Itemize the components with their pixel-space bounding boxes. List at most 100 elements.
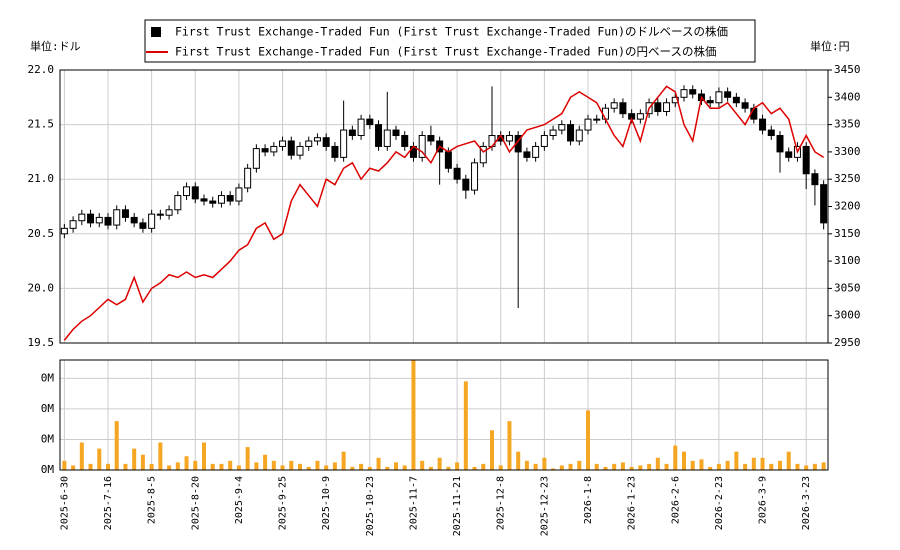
candle-body xyxy=(60,227,68,235)
volume-bar xyxy=(682,451,686,470)
candle-body xyxy=(148,213,156,229)
volume-bar xyxy=(236,465,241,470)
volume-bar xyxy=(586,410,590,470)
volume-bar xyxy=(428,466,433,470)
candle-body xyxy=(453,167,461,180)
candle-body xyxy=(366,118,374,126)
candle-body xyxy=(567,124,575,142)
y-tick-label: 20.0 xyxy=(28,281,55,294)
y2-tick-label: 3450 xyxy=(834,63,861,76)
volume-bar xyxy=(219,463,224,470)
candle-body xyxy=(69,220,77,229)
candle-body xyxy=(217,195,225,204)
y2-tick-label: 3350 xyxy=(834,118,861,131)
volume-bar xyxy=(769,463,774,470)
candle-body xyxy=(331,145,339,158)
candle-body xyxy=(444,151,452,169)
y2-tick-label: 3300 xyxy=(834,145,861,158)
volume-bar xyxy=(612,463,617,470)
volume-bar xyxy=(411,360,416,470)
x-tick-label: 2025-11-21 xyxy=(452,476,463,536)
candle-body xyxy=(741,102,749,109)
candle-body xyxy=(121,209,129,218)
candle-body xyxy=(156,213,164,216)
candle-body xyxy=(200,198,208,202)
y-tick-label: 20.5 xyxy=(28,227,55,240)
volume-bar xyxy=(533,463,538,470)
candle-body xyxy=(244,167,252,189)
x-tick-label: 2025-11-7 xyxy=(408,476,419,530)
volume-tick-label: 0M xyxy=(41,463,55,476)
x-tick-label: 2025-6-30 xyxy=(59,476,70,530)
volume-bar xyxy=(647,463,652,470)
candle-body xyxy=(532,145,540,158)
volume-bar xyxy=(804,465,809,470)
legend-label: First Trust Exchange-Traded Fun (First T… xyxy=(175,45,716,59)
volume-bar xyxy=(350,466,355,470)
plot-area xyxy=(60,70,828,343)
price-line xyxy=(63,85,825,341)
x-tick-label: 2025-9-25 xyxy=(278,476,289,530)
volume-frame xyxy=(59,359,829,471)
volume-bar xyxy=(184,456,189,470)
x-tick-label: 2025-12-23 xyxy=(539,476,550,536)
candle-body xyxy=(174,195,182,211)
candle-body xyxy=(235,187,243,202)
candle-body xyxy=(305,140,313,147)
volume-bar xyxy=(106,463,110,470)
candle-body xyxy=(785,151,793,158)
x-tick-label: 2026-2-6 xyxy=(670,476,681,524)
candle-body xyxy=(654,102,662,112)
volume-bar xyxy=(193,460,198,470)
candle-body xyxy=(322,137,330,147)
volume-bar xyxy=(812,463,817,470)
volume-bar xyxy=(315,460,320,470)
candle-body xyxy=(715,91,723,104)
candle-body xyxy=(279,140,287,147)
candle-body xyxy=(575,129,583,142)
volume-bar xyxy=(559,465,564,470)
volume-bar xyxy=(420,460,425,470)
volume-bar xyxy=(524,460,529,470)
volume-bar xyxy=(481,463,486,470)
candle-body xyxy=(619,102,627,115)
volume-bar xyxy=(71,465,76,470)
volume-area xyxy=(60,360,828,470)
volume-bar xyxy=(158,442,163,470)
volume-bar xyxy=(367,466,372,470)
volume-bar xyxy=(289,460,294,470)
x-tick-label: 2025-10-23 xyxy=(365,476,376,536)
volume-tick-label: 0M xyxy=(41,432,55,445)
volume-bar xyxy=(786,451,791,470)
volume-bar xyxy=(690,460,695,470)
volume-bar xyxy=(795,463,800,470)
volume-bar xyxy=(446,466,451,470)
y2-tick-label: 3150 xyxy=(834,227,861,240)
candle-body xyxy=(139,222,147,229)
y-tick-label: 21.5 xyxy=(28,118,55,131)
volume-bar xyxy=(132,448,137,470)
candle-body xyxy=(724,91,732,98)
candle-body xyxy=(78,213,86,222)
volume-tick-label: 0M xyxy=(41,371,55,384)
x-tick-label: 2025-9-4 xyxy=(234,476,245,524)
candle-body xyxy=(226,195,234,202)
y2-tick-label: 3100 xyxy=(834,254,861,267)
candle-body xyxy=(610,102,618,109)
y-tick-label: 22.0 xyxy=(28,63,55,76)
candle-body xyxy=(357,118,365,137)
volume-bar xyxy=(498,465,503,470)
candle-body xyxy=(165,209,173,216)
candle-body xyxy=(427,135,435,142)
volume-bar xyxy=(760,457,765,470)
candle-body xyxy=(549,129,557,137)
volume-bar xyxy=(79,442,84,470)
y2-tick-label: 3000 xyxy=(834,309,861,322)
candle-body xyxy=(471,162,479,191)
candle-body xyxy=(802,145,810,175)
volume-bar xyxy=(341,451,346,470)
volume-bar xyxy=(324,465,329,470)
candle-body xyxy=(401,135,409,147)
